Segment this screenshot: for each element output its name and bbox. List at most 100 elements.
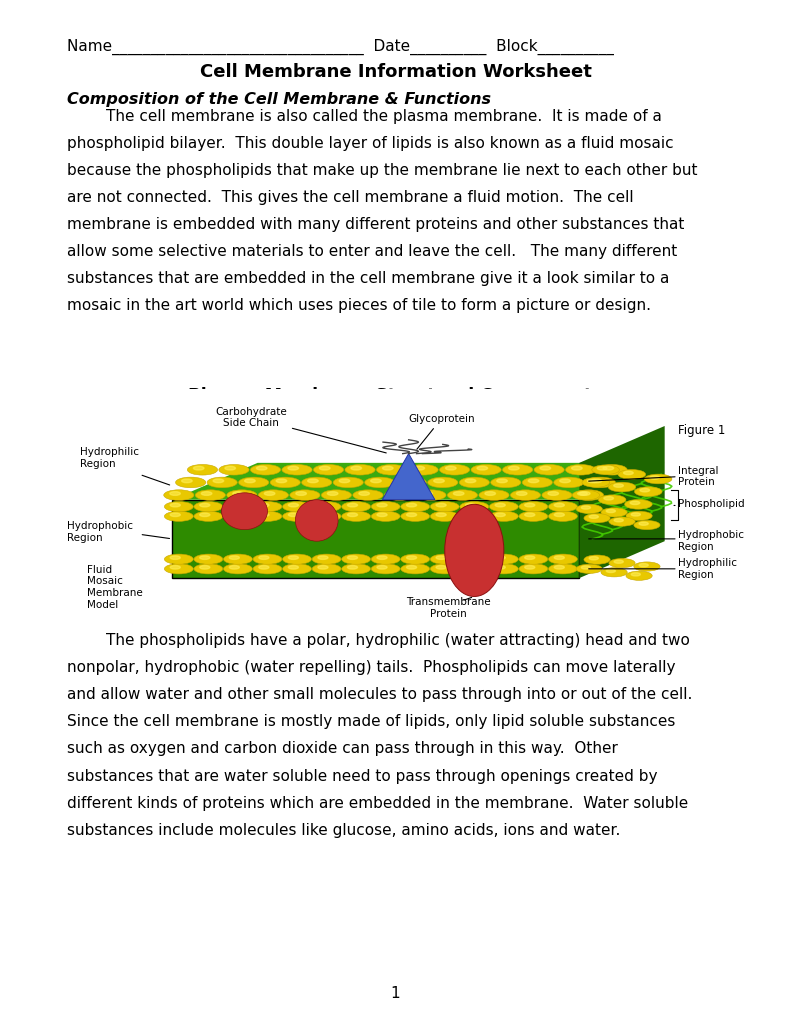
Text: Hydrophilic
Region: Hydrophilic Region (81, 447, 139, 469)
Circle shape (187, 465, 218, 475)
Text: 1: 1 (391, 986, 400, 1001)
Circle shape (288, 466, 298, 470)
Circle shape (282, 502, 312, 512)
Circle shape (318, 504, 328, 507)
Circle shape (282, 511, 312, 521)
Circle shape (312, 554, 341, 564)
Circle shape (606, 569, 615, 572)
Circle shape (170, 565, 180, 569)
Circle shape (601, 508, 627, 517)
Circle shape (601, 567, 627, 577)
Circle shape (342, 554, 370, 564)
Circle shape (371, 554, 400, 564)
Circle shape (170, 504, 180, 507)
Circle shape (528, 479, 539, 482)
Circle shape (371, 511, 400, 521)
Circle shape (318, 565, 328, 569)
Circle shape (495, 556, 505, 559)
Circle shape (182, 479, 192, 482)
Text: membrane is embedded with many different proteins and other substances that: membrane is embedded with many different… (67, 217, 684, 232)
Circle shape (466, 565, 475, 569)
Circle shape (623, 471, 634, 474)
Circle shape (199, 556, 210, 559)
Circle shape (229, 556, 240, 559)
Circle shape (401, 511, 430, 521)
Circle shape (264, 492, 275, 496)
Circle shape (495, 504, 505, 507)
Circle shape (540, 466, 551, 470)
Circle shape (576, 564, 602, 573)
Circle shape (554, 556, 564, 559)
Circle shape (391, 492, 401, 496)
Circle shape (289, 513, 298, 516)
Circle shape (318, 513, 328, 516)
FancyBboxPatch shape (172, 500, 579, 578)
Circle shape (396, 477, 426, 487)
Circle shape (460, 511, 489, 521)
Circle shape (589, 515, 598, 518)
Circle shape (639, 522, 649, 525)
Text: Carbohydrate
Side Chain: Carbohydrate Side Chain (215, 407, 386, 453)
Text: The phospholipids have a polar, hydrophilic (water attracting) head and two: The phospholipids have a polar, hydrophi… (67, 633, 690, 648)
Circle shape (164, 489, 194, 501)
Circle shape (312, 511, 341, 521)
Circle shape (524, 565, 535, 569)
Circle shape (433, 479, 445, 482)
Circle shape (519, 511, 548, 521)
Circle shape (224, 502, 252, 512)
Circle shape (253, 502, 282, 512)
Circle shape (479, 489, 509, 501)
Circle shape (495, 565, 505, 569)
Circle shape (308, 479, 318, 482)
Text: substances include molecules like glucose, amino acids, ions and water.: substances include molecules like glucos… (67, 823, 621, 838)
Circle shape (440, 465, 470, 475)
Circle shape (422, 492, 433, 496)
Circle shape (581, 566, 591, 569)
Text: Hydrophobic
Region: Hydrophobic Region (67, 521, 133, 543)
Circle shape (477, 466, 487, 470)
Circle shape (485, 492, 495, 496)
Circle shape (554, 477, 584, 487)
Circle shape (606, 509, 615, 513)
Circle shape (229, 504, 240, 507)
Circle shape (282, 554, 312, 564)
Circle shape (199, 565, 210, 569)
Text: Integral
Protein: Integral Protein (678, 466, 718, 487)
Circle shape (634, 486, 662, 497)
Circle shape (194, 554, 223, 564)
Circle shape (201, 492, 212, 496)
Circle shape (170, 556, 180, 559)
Circle shape (626, 571, 653, 581)
Circle shape (436, 556, 446, 559)
Circle shape (289, 504, 298, 507)
Circle shape (631, 572, 641, 575)
Circle shape (640, 488, 649, 492)
Circle shape (253, 564, 282, 573)
Text: Glycoprotein: Glycoprotein (408, 414, 475, 450)
Text: allow some selective materials to enter and leave the cell.   The many different: allow some selective materials to enter … (67, 244, 677, 259)
Circle shape (548, 492, 558, 496)
Circle shape (353, 489, 383, 501)
Circle shape (609, 517, 635, 526)
Circle shape (572, 490, 600, 500)
Circle shape (407, 556, 417, 559)
Circle shape (436, 565, 446, 569)
Circle shape (509, 466, 519, 470)
Circle shape (598, 495, 626, 505)
Circle shape (614, 484, 623, 487)
Circle shape (466, 556, 475, 559)
Circle shape (466, 513, 475, 516)
Circle shape (408, 465, 438, 475)
Circle shape (244, 479, 255, 482)
Circle shape (490, 477, 521, 487)
Text: Since the cell membrane is mostly made of lipids, only lipid soluble substances: Since the cell membrane is mostly made o… (67, 715, 676, 729)
Circle shape (634, 520, 660, 529)
Circle shape (430, 564, 460, 573)
Circle shape (402, 479, 413, 482)
Text: substances that are water soluble need to pass through openings created by: substances that are water soluble need t… (67, 768, 658, 783)
Circle shape (312, 502, 341, 512)
Circle shape (625, 500, 653, 509)
Circle shape (597, 467, 607, 470)
Circle shape (650, 476, 660, 479)
Circle shape (430, 502, 460, 512)
